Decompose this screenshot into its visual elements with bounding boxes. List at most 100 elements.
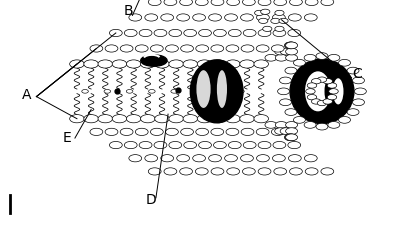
Circle shape [258, 0, 271, 7]
Circle shape [197, 61, 212, 69]
Circle shape [148, 168, 161, 175]
Circle shape [273, 155, 285, 162]
Circle shape [255, 11, 264, 16]
Circle shape [241, 129, 254, 136]
Circle shape [211, 0, 224, 7]
Circle shape [228, 30, 241, 37]
Circle shape [307, 84, 317, 89]
Circle shape [329, 89, 338, 95]
Circle shape [215, 90, 222, 94]
Circle shape [279, 99, 292, 106]
Circle shape [316, 124, 328, 131]
Circle shape [139, 30, 152, 37]
Circle shape [285, 43, 297, 49]
Circle shape [241, 155, 254, 162]
Circle shape [183, 61, 198, 69]
Circle shape [181, 46, 194, 53]
Circle shape [243, 142, 256, 149]
Circle shape [213, 142, 226, 149]
Circle shape [285, 68, 297, 75]
Circle shape [285, 134, 297, 141]
Circle shape [328, 122, 340, 129]
Circle shape [243, 0, 255, 7]
Circle shape [197, 115, 212, 123]
Circle shape [169, 115, 183, 123]
Circle shape [225, 15, 237, 22]
Circle shape [284, 43, 296, 49]
Circle shape [135, 129, 148, 136]
Circle shape [263, 27, 272, 32]
Circle shape [70, 61, 83, 68]
Circle shape [327, 95, 337, 100]
Circle shape [184, 61, 197, 68]
Circle shape [261, 10, 270, 15]
Circle shape [184, 30, 196, 37]
Circle shape [166, 129, 178, 136]
Circle shape [226, 115, 240, 123]
Circle shape [148, 0, 161, 7]
Circle shape [211, 115, 226, 123]
Circle shape [226, 129, 239, 136]
Circle shape [184, 142, 196, 149]
Circle shape [124, 142, 137, 149]
Circle shape [256, 155, 269, 162]
Circle shape [286, 128, 298, 135]
Circle shape [211, 61, 226, 69]
Circle shape [321, 168, 334, 175]
Circle shape [273, 142, 286, 149]
Circle shape [193, 15, 205, 22]
Circle shape [275, 122, 287, 129]
Circle shape [183, 115, 198, 123]
Circle shape [166, 46, 178, 53]
Circle shape [155, 61, 169, 69]
Circle shape [265, 122, 277, 129]
Circle shape [305, 168, 318, 175]
Circle shape [209, 155, 222, 162]
Ellipse shape [141, 56, 167, 67]
Circle shape [317, 101, 327, 106]
Circle shape [169, 61, 183, 69]
Circle shape [241, 46, 254, 53]
Circle shape [164, 0, 177, 7]
Circle shape [70, 61, 84, 69]
Circle shape [279, 19, 288, 24]
Circle shape [120, 46, 133, 53]
Circle shape [352, 78, 365, 84]
Circle shape [347, 109, 359, 116]
Circle shape [316, 53, 328, 60]
Circle shape [211, 129, 224, 136]
Circle shape [225, 155, 237, 162]
Circle shape [161, 15, 174, 22]
Text: A: A [22, 88, 32, 102]
Circle shape [195, 0, 208, 7]
Circle shape [177, 15, 190, 22]
Circle shape [277, 89, 290, 95]
Circle shape [273, 15, 285, 22]
Circle shape [258, 168, 271, 175]
Circle shape [150, 46, 163, 53]
Circle shape [180, 168, 192, 175]
Circle shape [271, 19, 280, 24]
Ellipse shape [324, 75, 340, 109]
Circle shape [171, 90, 177, 94]
Circle shape [180, 0, 192, 7]
Ellipse shape [305, 72, 331, 112]
Circle shape [198, 61, 211, 68]
Circle shape [90, 129, 103, 136]
Circle shape [354, 89, 367, 95]
Circle shape [241, 61, 254, 68]
Circle shape [84, 61, 98, 69]
Circle shape [311, 79, 321, 84]
Circle shape [181, 129, 194, 136]
Circle shape [286, 55, 298, 62]
Circle shape [286, 43, 298, 49]
Text: E: E [63, 131, 72, 145]
Circle shape [238, 90, 244, 94]
Circle shape [228, 142, 241, 149]
Circle shape [304, 55, 316, 62]
Circle shape [164, 168, 177, 175]
Circle shape [109, 30, 122, 37]
Circle shape [141, 61, 155, 69]
Circle shape [126, 61, 141, 69]
Circle shape [211, 168, 224, 175]
